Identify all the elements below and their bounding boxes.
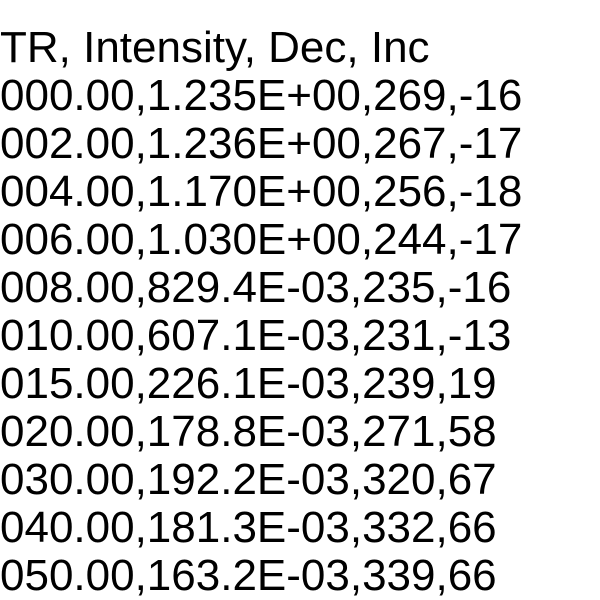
data-row: 010.00,607.1E-03,231,-13 <box>0 311 512 360</box>
data-row: 002.00,1.236E+00,267,-17 <box>0 119 523 168</box>
data-row: 030.00,192.2E-03,320,67 <box>0 455 497 504</box>
text-lines: TR, Intensity, Dec, Inc 000.00,1.235E+00… <box>0 24 522 600</box>
header-line: TR, Intensity, Dec, Inc <box>0 23 430 72</box>
data-row: 015.00,226.1E-03,239,19 <box>0 359 497 408</box>
data-row: 006.00,1.030E+00,244,-17 <box>0 215 523 264</box>
data-row: 050.00,163.2E-03,339,66 <box>0 551 497 600</box>
data-row: 008.00,829.4E-03,235,-16 <box>0 263 512 312</box>
data-row: 020.00,178.8E-03,271,58 <box>0 407 497 456</box>
data-row: 000.00,1.235E+00,269,-16 <box>0 71 523 120</box>
data-row: 004.00,1.170E+00,256,-18 <box>0 167 523 216</box>
data-row: 040.00,181.3E-03,332,66 <box>0 503 497 552</box>
